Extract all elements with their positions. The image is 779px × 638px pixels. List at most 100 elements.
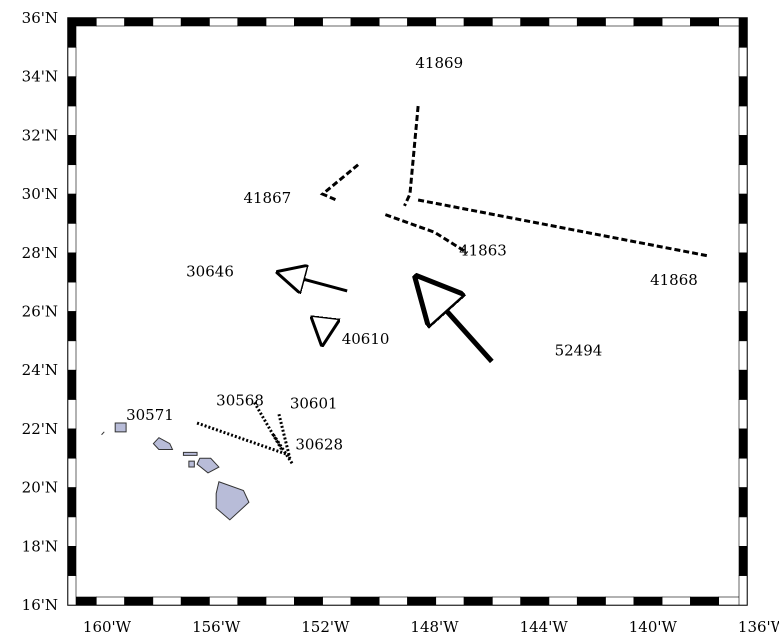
frame-top-segment <box>435 17 465 27</box>
latitude-axis: 36'N 34'N 32'N 30'N 28'N 26'N 24'N 22'N 20'N 18'N… <box>22 9 58 614</box>
frame-bottom-segment <box>378 596 408 606</box>
frame-bottom-segment <box>661 596 691 606</box>
frame-left-segment <box>67 457 77 488</box>
latitude-tick-label: 30'N <box>22 185 58 203</box>
frame-left-segment <box>67 340 77 371</box>
frame-right-segment <box>738 281 748 312</box>
frame-left-segment <box>67 223 77 254</box>
track-30646 <box>282 273 348 291</box>
frame-top-segment <box>180 17 210 27</box>
buoy-label-30601: 30601 <box>290 394 338 412</box>
frame-top-segment <box>378 17 408 27</box>
latitude-tick-label: 26'N <box>22 303 58 321</box>
island-lanai <box>188 460 195 468</box>
frame-right-segment <box>738 428 748 459</box>
latitude-tick-label: 32'N <box>22 126 58 144</box>
frame-left-segment <box>67 516 77 547</box>
longitude-tick-label: 160'W <box>83 618 132 636</box>
frame-left-segment <box>67 369 77 400</box>
island-oahu <box>152 437 174 450</box>
frame-left-segment <box>67 47 77 77</box>
frame-top-segment <box>605 17 635 27</box>
frame-bottom-segment <box>124 596 154 606</box>
frame-top-segment <box>294 17 323 27</box>
frame-left-segment <box>67 575 77 606</box>
frame-right-segment <box>738 516 748 547</box>
frame-bottom-segment <box>407 596 437 606</box>
frame-right-segment <box>738 311 748 342</box>
frame-bottom-segment <box>152 596 182 606</box>
frame-top-segment <box>124 17 154 27</box>
buoy-label-41869: 41869 <box>415 54 463 72</box>
frame-top-segment <box>463 17 493 27</box>
frame-right-segment <box>738 575 748 606</box>
track-30601 <box>277 413 292 459</box>
frame-bottom-segment <box>237 596 267 606</box>
frame-top-segment <box>209 17 239 27</box>
frame-right-segment <box>738 487 748 518</box>
frame-top-segment <box>265 17 295 27</box>
frame-left-segment <box>67 311 77 342</box>
frame-bottom-segment <box>294 596 323 606</box>
frame-left-segment <box>67 428 77 459</box>
buoy-label-52494: 52494 <box>555 342 603 360</box>
frame-right-segment <box>738 135 748 166</box>
frame-bottom-segment <box>520 596 550 606</box>
map-frame <box>67 17 748 606</box>
frame-bottom-segment <box>322 596 352 606</box>
frame-right-segment <box>738 340 748 371</box>
frame-top-segment <box>633 17 663 27</box>
frame-bottom-segment <box>492 596 521 606</box>
latitude-tick-label: 22'N <box>22 420 58 438</box>
frame-bottom-segment <box>605 596 635 606</box>
frame-left-segment <box>67 193 77 224</box>
track-41863 <box>384 213 469 255</box>
latitude-tick-label: 24'N <box>22 361 58 379</box>
frame-right-segment <box>738 457 748 488</box>
frame-bottom-segment <box>690 596 720 606</box>
track-30628 <box>272 433 294 465</box>
island-niihau <box>101 431 105 436</box>
buoy-labels: 41869 41867 41863 41868 30646 40610 52494 30568… <box>126 54 698 454</box>
hawaiian-islands <box>101 422 250 521</box>
longitude-tick-label: 152'W <box>301 618 350 636</box>
frame-top-segment <box>690 17 720 27</box>
frame-left-segment <box>67 105 77 136</box>
frame-top-segment <box>322 17 352 27</box>
frame-left-segment <box>67 252 77 283</box>
frame-top-segment <box>350 17 380 27</box>
frame-top-segment <box>237 17 267 27</box>
latitude-tick-label: 34'N <box>22 68 58 86</box>
frame-bottom-segment <box>180 596 210 606</box>
island-molokai <box>182 451 198 456</box>
buoy-label-40610: 40610 <box>342 330 390 348</box>
track-52494 <box>421 282 494 364</box>
latitude-tick-label: 20'N <box>22 479 58 497</box>
longitude-tick-label: 156'W <box>192 618 241 636</box>
buoy-label-41863: 41863 <box>459 242 507 260</box>
track-41868 <box>417 198 708 258</box>
frame-right-segment <box>738 17 748 48</box>
frame-top-segment <box>407 17 437 27</box>
frame-right-segment <box>738 545 748 576</box>
frame-bottom-segment <box>463 596 493 606</box>
frame-left-segment <box>67 164 77 195</box>
frame-top-segment <box>152 17 182 27</box>
latitude-tick-label: 36'N <box>22 9 58 27</box>
track-30571 <box>196 421 291 457</box>
longitude-tick-label: 148'W <box>410 618 459 636</box>
longitude-axis: 160'W 156'W 152'W 148'W 144'W 140'W 136'W <box>83 618 779 636</box>
frame-top-segment <box>95 17 125 27</box>
latitude-tick-label: 16'N <box>22 596 58 614</box>
longitude-tick-label: 144'W <box>520 618 569 636</box>
frame-left-segment <box>67 76 77 107</box>
frame-bottom-segment <box>95 596 125 606</box>
track-30568 <box>253 401 283 451</box>
frame-bottom-segment <box>435 596 465 606</box>
buoy-label-41867: 41867 <box>243 189 291 207</box>
latitude-tick-label: 18'N <box>22 537 58 555</box>
frame-right-segment <box>738 47 748 77</box>
frame-bottom-segment <box>350 596 380 606</box>
frame-bottom-segment <box>209 596 239 606</box>
frame-top-segment <box>548 17 578 27</box>
